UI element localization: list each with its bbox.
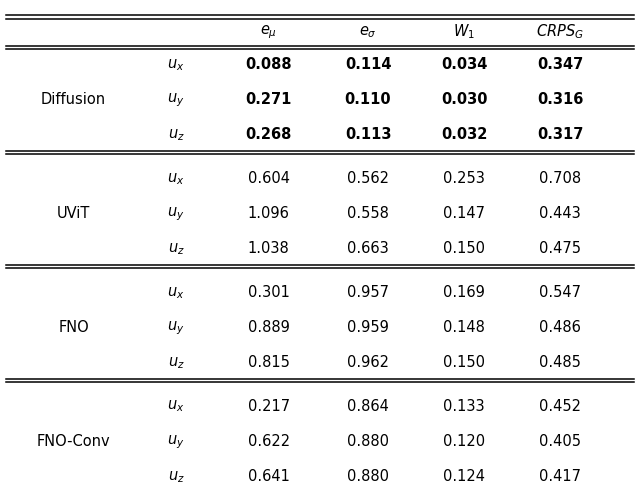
Text: 0.417: 0.417 xyxy=(539,469,581,484)
Text: 0.708: 0.708 xyxy=(539,171,581,186)
Text: 0.150: 0.150 xyxy=(443,356,485,370)
Text: 0.485: 0.485 xyxy=(539,356,581,370)
Text: 0.604: 0.604 xyxy=(248,171,290,186)
Text: 0.317: 0.317 xyxy=(537,128,583,142)
Text: $u_x$: $u_x$ xyxy=(167,57,185,73)
Text: 0.405: 0.405 xyxy=(539,434,581,449)
Text: $u_x$: $u_x$ xyxy=(167,285,185,300)
Text: 0.032: 0.032 xyxy=(441,128,487,142)
Text: 0.562: 0.562 xyxy=(347,171,389,186)
Text: 0.486: 0.486 xyxy=(539,320,581,335)
Text: 0.864: 0.864 xyxy=(347,399,389,414)
Text: 0.347: 0.347 xyxy=(537,57,583,72)
Text: $u_z$: $u_z$ xyxy=(168,241,184,257)
Text: 0.547: 0.547 xyxy=(539,285,581,300)
Text: $u_z$: $u_z$ xyxy=(168,469,184,485)
Text: $u_x$: $u_x$ xyxy=(167,171,185,187)
Text: $u_x$: $u_x$ xyxy=(167,399,185,414)
Text: 0.148: 0.148 xyxy=(443,320,485,335)
Text: 0.558: 0.558 xyxy=(347,206,389,221)
Text: 0.443: 0.443 xyxy=(539,206,581,221)
Text: 0.663: 0.663 xyxy=(347,242,389,256)
Text: $u_z$: $u_z$ xyxy=(168,355,184,371)
Text: 0.452: 0.452 xyxy=(539,399,581,414)
Text: $u_y$: $u_y$ xyxy=(167,205,185,223)
Text: 0.815: 0.815 xyxy=(248,356,290,370)
Text: $e_{\sigma}$: $e_{\sigma}$ xyxy=(359,24,377,40)
Text: 0.622: 0.622 xyxy=(248,434,290,449)
Text: 0.217: 0.217 xyxy=(248,399,290,414)
Text: 0.268: 0.268 xyxy=(246,128,292,142)
Text: 0.110: 0.110 xyxy=(345,93,391,107)
Text: 0.880: 0.880 xyxy=(347,469,389,484)
Text: 0.169: 0.169 xyxy=(443,285,485,300)
Text: 1.038: 1.038 xyxy=(248,242,290,256)
Text: 0.133: 0.133 xyxy=(443,399,485,414)
Text: 0.957: 0.957 xyxy=(347,285,389,300)
Text: FNO-Conv: FNO-Conv xyxy=(36,434,111,449)
Text: 0.147: 0.147 xyxy=(443,206,485,221)
Text: 0.088: 0.088 xyxy=(246,57,292,72)
Text: Diffusion: Diffusion xyxy=(41,93,106,107)
Text: 0.114: 0.114 xyxy=(345,57,391,72)
Text: $u_y$: $u_y$ xyxy=(167,433,185,450)
Text: 0.034: 0.034 xyxy=(441,57,487,72)
Text: 0.150: 0.150 xyxy=(443,242,485,256)
Text: $u_z$: $u_z$ xyxy=(168,127,184,143)
Text: 0.253: 0.253 xyxy=(443,171,485,186)
Text: 0.030: 0.030 xyxy=(441,93,487,107)
Text: 0.641: 0.641 xyxy=(248,469,290,484)
Text: 0.124: 0.124 xyxy=(443,469,485,484)
Text: $CRPS_G$: $CRPS_G$ xyxy=(536,23,584,41)
Text: FNO: FNO xyxy=(58,320,89,335)
Text: 0.113: 0.113 xyxy=(345,128,391,142)
Text: UViT: UViT xyxy=(57,206,90,221)
Text: $u_y$: $u_y$ xyxy=(167,91,185,109)
Text: 0.475: 0.475 xyxy=(539,242,581,256)
Text: 0.962: 0.962 xyxy=(347,356,389,370)
Text: 0.271: 0.271 xyxy=(246,93,292,107)
Text: $u_y$: $u_y$ xyxy=(167,319,185,337)
Text: 0.959: 0.959 xyxy=(347,320,389,335)
Text: 0.316: 0.316 xyxy=(537,93,583,107)
Text: 1.096: 1.096 xyxy=(248,206,290,221)
Text: 0.120: 0.120 xyxy=(443,434,485,449)
Text: 0.301: 0.301 xyxy=(248,285,290,300)
Text: $W_1$: $W_1$ xyxy=(453,23,475,41)
Text: 0.889: 0.889 xyxy=(248,320,290,335)
Text: $e_{\mu}$: $e_{\mu}$ xyxy=(260,23,277,41)
Text: 0.880: 0.880 xyxy=(347,434,389,449)
